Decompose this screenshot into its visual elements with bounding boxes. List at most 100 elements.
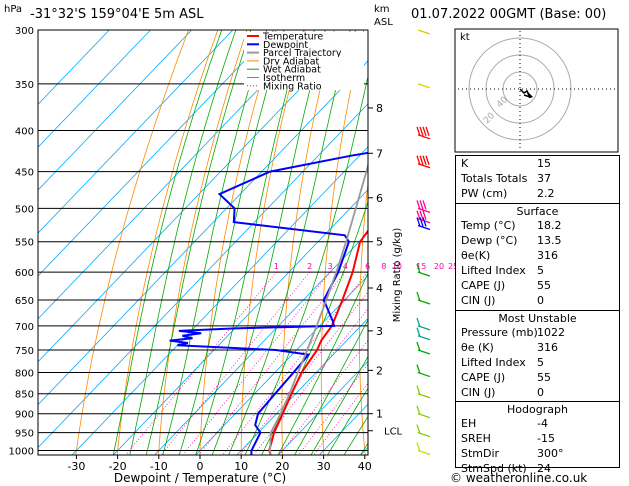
mixing-ratio-line (199, 271, 346, 455)
divider (456, 310, 619, 311)
isotherm-line (195, 274, 368, 455)
wet-adiabat-line (277, 271, 368, 455)
pressure-tick-label: 750 (15, 346, 34, 357)
series-temperature (268, 229, 368, 455)
index-row: Lifted Index 5 (456, 264, 619, 279)
mixing-ratio-label: 20 (434, 262, 444, 271)
wind-barb-flag (416, 327, 421, 337)
station-location: -31°32'S 159°04'E 5m ASL (30, 7, 204, 22)
legend-bg (244, 48, 364, 57)
pressure-tick-label: 600 (15, 268, 34, 279)
km-tick-label: 4 (376, 282, 383, 295)
index-label: PW (cm) (461, 187, 508, 200)
mixing-ratio-label: 6 (365, 262, 370, 271)
hpa-unit-label: hPa (4, 4, 23, 15)
pressure-gridlines (38, 29, 368, 451)
mixing-ratio-label: 8 (381, 262, 386, 271)
wind-barb-flag (425, 155, 430, 165)
pressure-tick-label: 550 (15, 238, 34, 249)
dry-adiabat-line (116, 30, 219, 455)
mixing-ratio-label: 1 (274, 262, 279, 271)
asl-unit-label: ASL (374, 17, 393, 28)
legend-bg (244, 81, 364, 91)
wind-barb-flag (416, 317, 421, 328)
wet-adiabat-line (195, 30, 305, 455)
index-row: CAPE (J) 55 (456, 371, 619, 386)
pressure-tick-label: 450 (15, 168, 34, 179)
index-value: 13.5 (537, 234, 562, 247)
hodograph-box-title: Hodograph (507, 403, 568, 416)
index-label: θe (K) (461, 341, 494, 354)
mixing-ratio-line (313, 382, 368, 455)
index-value: 5 (537, 264, 544, 277)
indices-panel: K 15 Totals Totals 37 PW (cm) 2.2 Surface T… (455, 155, 620, 475)
x-tick-label: 30 (317, 460, 331, 473)
index-label: Lifted Index (461, 264, 526, 277)
isotherm-line (38, 60, 368, 406)
isotherm-line (38, 30, 316, 320)
wind-barb-flag (416, 364, 421, 374)
wet-adiabat-line (129, 30, 237, 455)
series-parcel-trajectory (269, 162, 368, 455)
index-row: CIN (J) 0 (456, 294, 619, 309)
divider (456, 401, 619, 402)
isotherm-line (38, 30, 234, 234)
series-dewpoint (169, 151, 368, 455)
wet-adiabat-line (310, 355, 368, 455)
isotherm-line (38, 103, 368, 449)
legend-entry: Temperature (262, 32, 323, 43)
index-row: Lifted Index 5 (456, 356, 619, 371)
isotherm-line (38, 30, 275, 277)
index-row: SREH -15 (456, 432, 619, 447)
mixing-ratio-line (161, 271, 311, 455)
mixing-ratio-label: 4 (343, 262, 348, 271)
index-value: 316 (537, 249, 558, 262)
most-unstable-title: Most Unstable (498, 312, 577, 325)
isotherm-line (71, 146, 368, 455)
index-row: StmSpd (kt) 24 (456, 462, 619, 477)
sounding-datetime: 01.07.2022 00GMT (Base: 00) (411, 7, 607, 22)
km-tick-label: 7 (376, 147, 383, 160)
index-value: 2.2 (537, 187, 555, 200)
x-tick-label: 40 (358, 460, 372, 473)
km-tick-label: 1 (376, 408, 383, 421)
legend-entry: Isotherm (263, 73, 305, 84)
isotherm-line (277, 360, 368, 455)
index-row: EH -4 (456, 417, 619, 432)
index-value: 316 (537, 341, 558, 354)
index-label: StmSpd (kt) (461, 462, 527, 475)
wet-adiabat-line (244, 75, 368, 455)
wind-barb-flag (425, 126, 430, 137)
legend-bg (244, 65, 364, 74)
x-tick-label: 10 (234, 460, 248, 473)
km-tick-label: 2 (376, 364, 383, 377)
km-tick-label: 6 (376, 192, 383, 205)
pressure-tick-label: 500 (15, 204, 34, 215)
index-row: Pressure (mb) 1022 (456, 326, 619, 341)
dry-adiabat-line (432, 30, 451, 455)
isotherms (38, 30, 368, 455)
pressure-tick-label: 400 (15, 126, 34, 137)
mixing-ratio-line (126, 271, 277, 455)
pressure-tick-label: 800 (15, 369, 34, 380)
isotherm-line (38, 30, 110, 105)
x-tick-label: 20 (275, 460, 289, 473)
index-row-k: K 15 (456, 157, 619, 172)
wet-adiabat-line (228, 30, 351, 455)
profile-series (169, 151, 368, 455)
dry-adiabat-line (320, 30, 365, 455)
index-row: StmDir 300° (456, 447, 619, 462)
pressure-tick-label: 350 (15, 80, 34, 91)
x-tick-label: -20 (109, 460, 127, 473)
legend-entry: Dry Adiabat (263, 56, 320, 67)
mixing-ratio-line (183, 271, 331, 455)
index-label: Lifted Index (461, 356, 526, 369)
legend-entry: Wet Adiabat (263, 65, 321, 76)
index-value: -15 (537, 432, 555, 445)
wind-barb-flag (416, 385, 421, 395)
index-row: CAPE (J) 55 (456, 279, 619, 294)
hodograph: kt 20 40 (454, 28, 619, 153)
index-label: Totals Totals (461, 172, 528, 185)
